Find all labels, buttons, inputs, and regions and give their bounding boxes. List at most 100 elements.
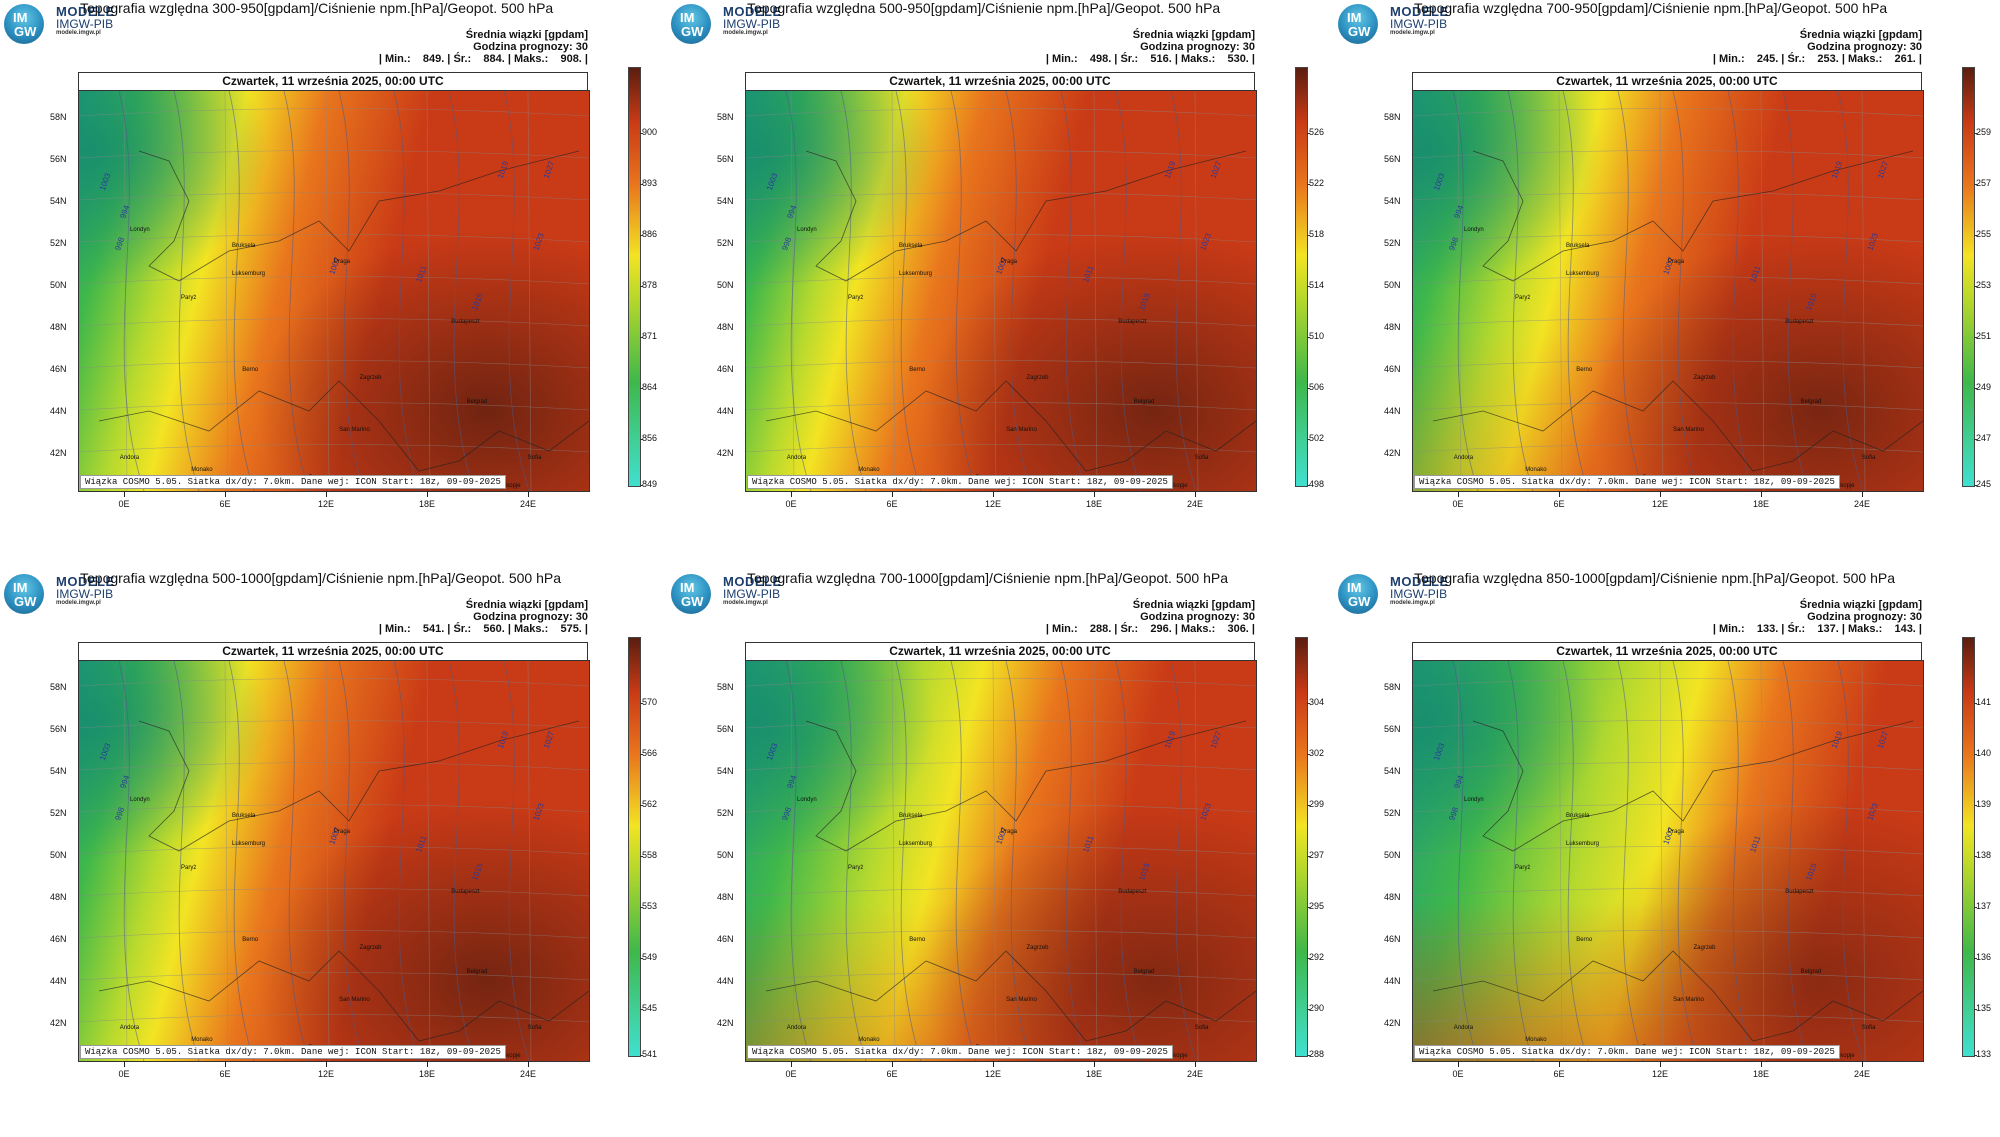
colorbar-tick-mark	[1974, 907, 1977, 908]
colorbar-tick-mark	[1307, 133, 1310, 134]
forecast-hour: Godzina prognozy: 30	[473, 611, 588, 623]
lon-tick	[1458, 1061, 1459, 1067]
map-footnote: Wiązka COSMO 5.05. Siatka dx/dy: 7.0km. …	[747, 475, 1173, 489]
brand-name: MODELE	[1390, 574, 1449, 589]
lon-label: 0E	[118, 499, 130, 509]
city-label: Luksemburg	[1566, 841, 1599, 847]
colorbar	[1962, 637, 1975, 1057]
lat-label: 52N	[1384, 808, 1401, 818]
colorbar-tick-label: 140	[1976, 748, 1992, 758]
city-label: Monako	[1525, 467, 1547, 473]
city-label: Sofia	[1862, 455, 1876, 461]
city-label: Praga	[334, 829, 351, 835]
lon-label: 6E	[1553, 1069, 1565, 1079]
brand-name: MODELE	[56, 4, 115, 19]
map-area: 1003 1007 1011 1015 1019 1023 1027 998 994 Londyn…	[745, 90, 1257, 492]
city-label: Sofia	[1195, 1025, 1209, 1031]
imgw-logo: IM GW	[4, 574, 44, 614]
colorbar-tick-label: 135	[1976, 1003, 1992, 1013]
brand-org: IMGW-PIB	[1390, 17, 1448, 31]
lon-label: 6E	[1553, 499, 1565, 509]
brand-name: MODELE	[56, 574, 115, 589]
lon-label: 12E	[317, 1069, 334, 1079]
isobar-label: 994	[118, 774, 131, 790]
city-label: Zagrzeb	[360, 375, 383, 381]
city-label: Luksemburg	[232, 841, 265, 847]
lat-label: 44N	[50, 406, 67, 416]
colorbar-tick-mark	[1307, 388, 1310, 389]
lat-label: 46N	[717, 364, 734, 374]
colorbar-tick-mark	[640, 286, 643, 287]
colorbar-tick-mark	[640, 184, 643, 185]
lon-label: 6E	[219, 499, 231, 509]
city-label: Zagrzeb	[1694, 375, 1717, 381]
colorbar-tick-label: 553	[642, 901, 658, 911]
colorbar-tick-mark	[1974, 958, 1977, 959]
map-date-title: Czwartek, 11 września 2025, 00:00 UTC	[745, 642, 1255, 660]
panel-subtitle: Średnia wiązki [gpdam]	[1132, 29, 1255, 41]
lon-tick	[892, 1061, 893, 1067]
lon-tick	[1862, 1061, 1863, 1067]
lat-label: 46N	[717, 934, 734, 944]
city-label: Andora	[1454, 455, 1474, 461]
colorbar-tick-label: 253	[1976, 280, 1992, 290]
colorbar-tick-mark	[640, 388, 643, 389]
colorbar-tick-mark	[640, 1055, 643, 1056]
lat-label: 52N	[717, 808, 734, 818]
colorbar-tick-mark	[640, 754, 643, 755]
colorbar-tick-label: 893	[642, 178, 658, 188]
lat-label: 54N	[50, 196, 67, 206]
chart-panel-6: IM GW MODELE IMGW-PIB modele.imgw.pl Topo…	[1334, 570, 1994, 1125]
logo-text-im: IM	[680, 580, 695, 595]
lon-label: 0E	[785, 499, 797, 509]
lat-label: 44N	[717, 976, 734, 986]
lat-label: 42N	[717, 448, 734, 458]
city-label: Andora	[120, 455, 140, 461]
lat-label: 42N	[50, 448, 67, 458]
colorbar-tick-mark	[640, 133, 643, 134]
city-label: Skopje	[502, 1053, 521, 1059]
city-label: Paryż	[181, 295, 196, 301]
city-label: Luksemburg	[1566, 271, 1599, 277]
lat-label: 56N	[1384, 724, 1401, 734]
lat-label: 56N	[1384, 154, 1401, 164]
map-footnote: Wiązka COSMO 5.05. Siatka dx/dy: 7.0km. …	[747, 1045, 1173, 1059]
colorbar-tick-mark	[1974, 184, 1977, 185]
lon-tick	[225, 491, 226, 497]
lat-label: 58N	[50, 112, 67, 122]
city-label: Belgrad	[1801, 969, 1822, 975]
lon-label: 0E	[1452, 499, 1464, 509]
city-label: Monako	[1525, 1037, 1547, 1043]
colorbar-tick-label: 133	[1976, 1049, 1992, 1059]
colorbar-tick-mark	[1974, 235, 1977, 236]
brand-url: modele.imgw.pl	[56, 30, 101, 36]
city-label: Bruksela	[899, 243, 923, 249]
lat-label: 54N	[50, 766, 67, 776]
isobar-label: 994	[118, 204, 131, 220]
colorbar	[1295, 637, 1308, 1057]
lon-tick	[1195, 491, 1196, 497]
city-label: Berno	[242, 367, 259, 373]
city-label: Skopje	[1169, 483, 1188, 489]
city-label: Londyn	[797, 797, 817, 803]
lat-label: 58N	[1384, 112, 1401, 122]
city-label: San Marino	[1673, 997, 1704, 1003]
colorbar-tick-label: 498	[1309, 479, 1325, 489]
lat-label: 54N	[717, 196, 734, 206]
forecast-hour: Godzina prognozy: 30	[473, 41, 588, 53]
colorbar-tick-label: 871	[642, 331, 658, 341]
colorbar-tick-mark	[1974, 856, 1977, 857]
brand-org: IMGW-PIB	[723, 587, 781, 601]
city-label: San Marino	[339, 427, 370, 433]
city-label: Monako	[191, 1037, 213, 1043]
lat-label: 50N	[50, 280, 67, 290]
isobar-label: 998	[113, 806, 126, 822]
lon-label: 24E	[519, 1069, 536, 1079]
logo-text-gw: GW	[681, 594, 704, 609]
colorbar-tick-mark	[1974, 1009, 1977, 1010]
city-label: Budapeszt	[1785, 319, 1814, 325]
colorbar-tick-mark	[1974, 286, 1977, 287]
city-label: Berno	[909, 367, 926, 373]
